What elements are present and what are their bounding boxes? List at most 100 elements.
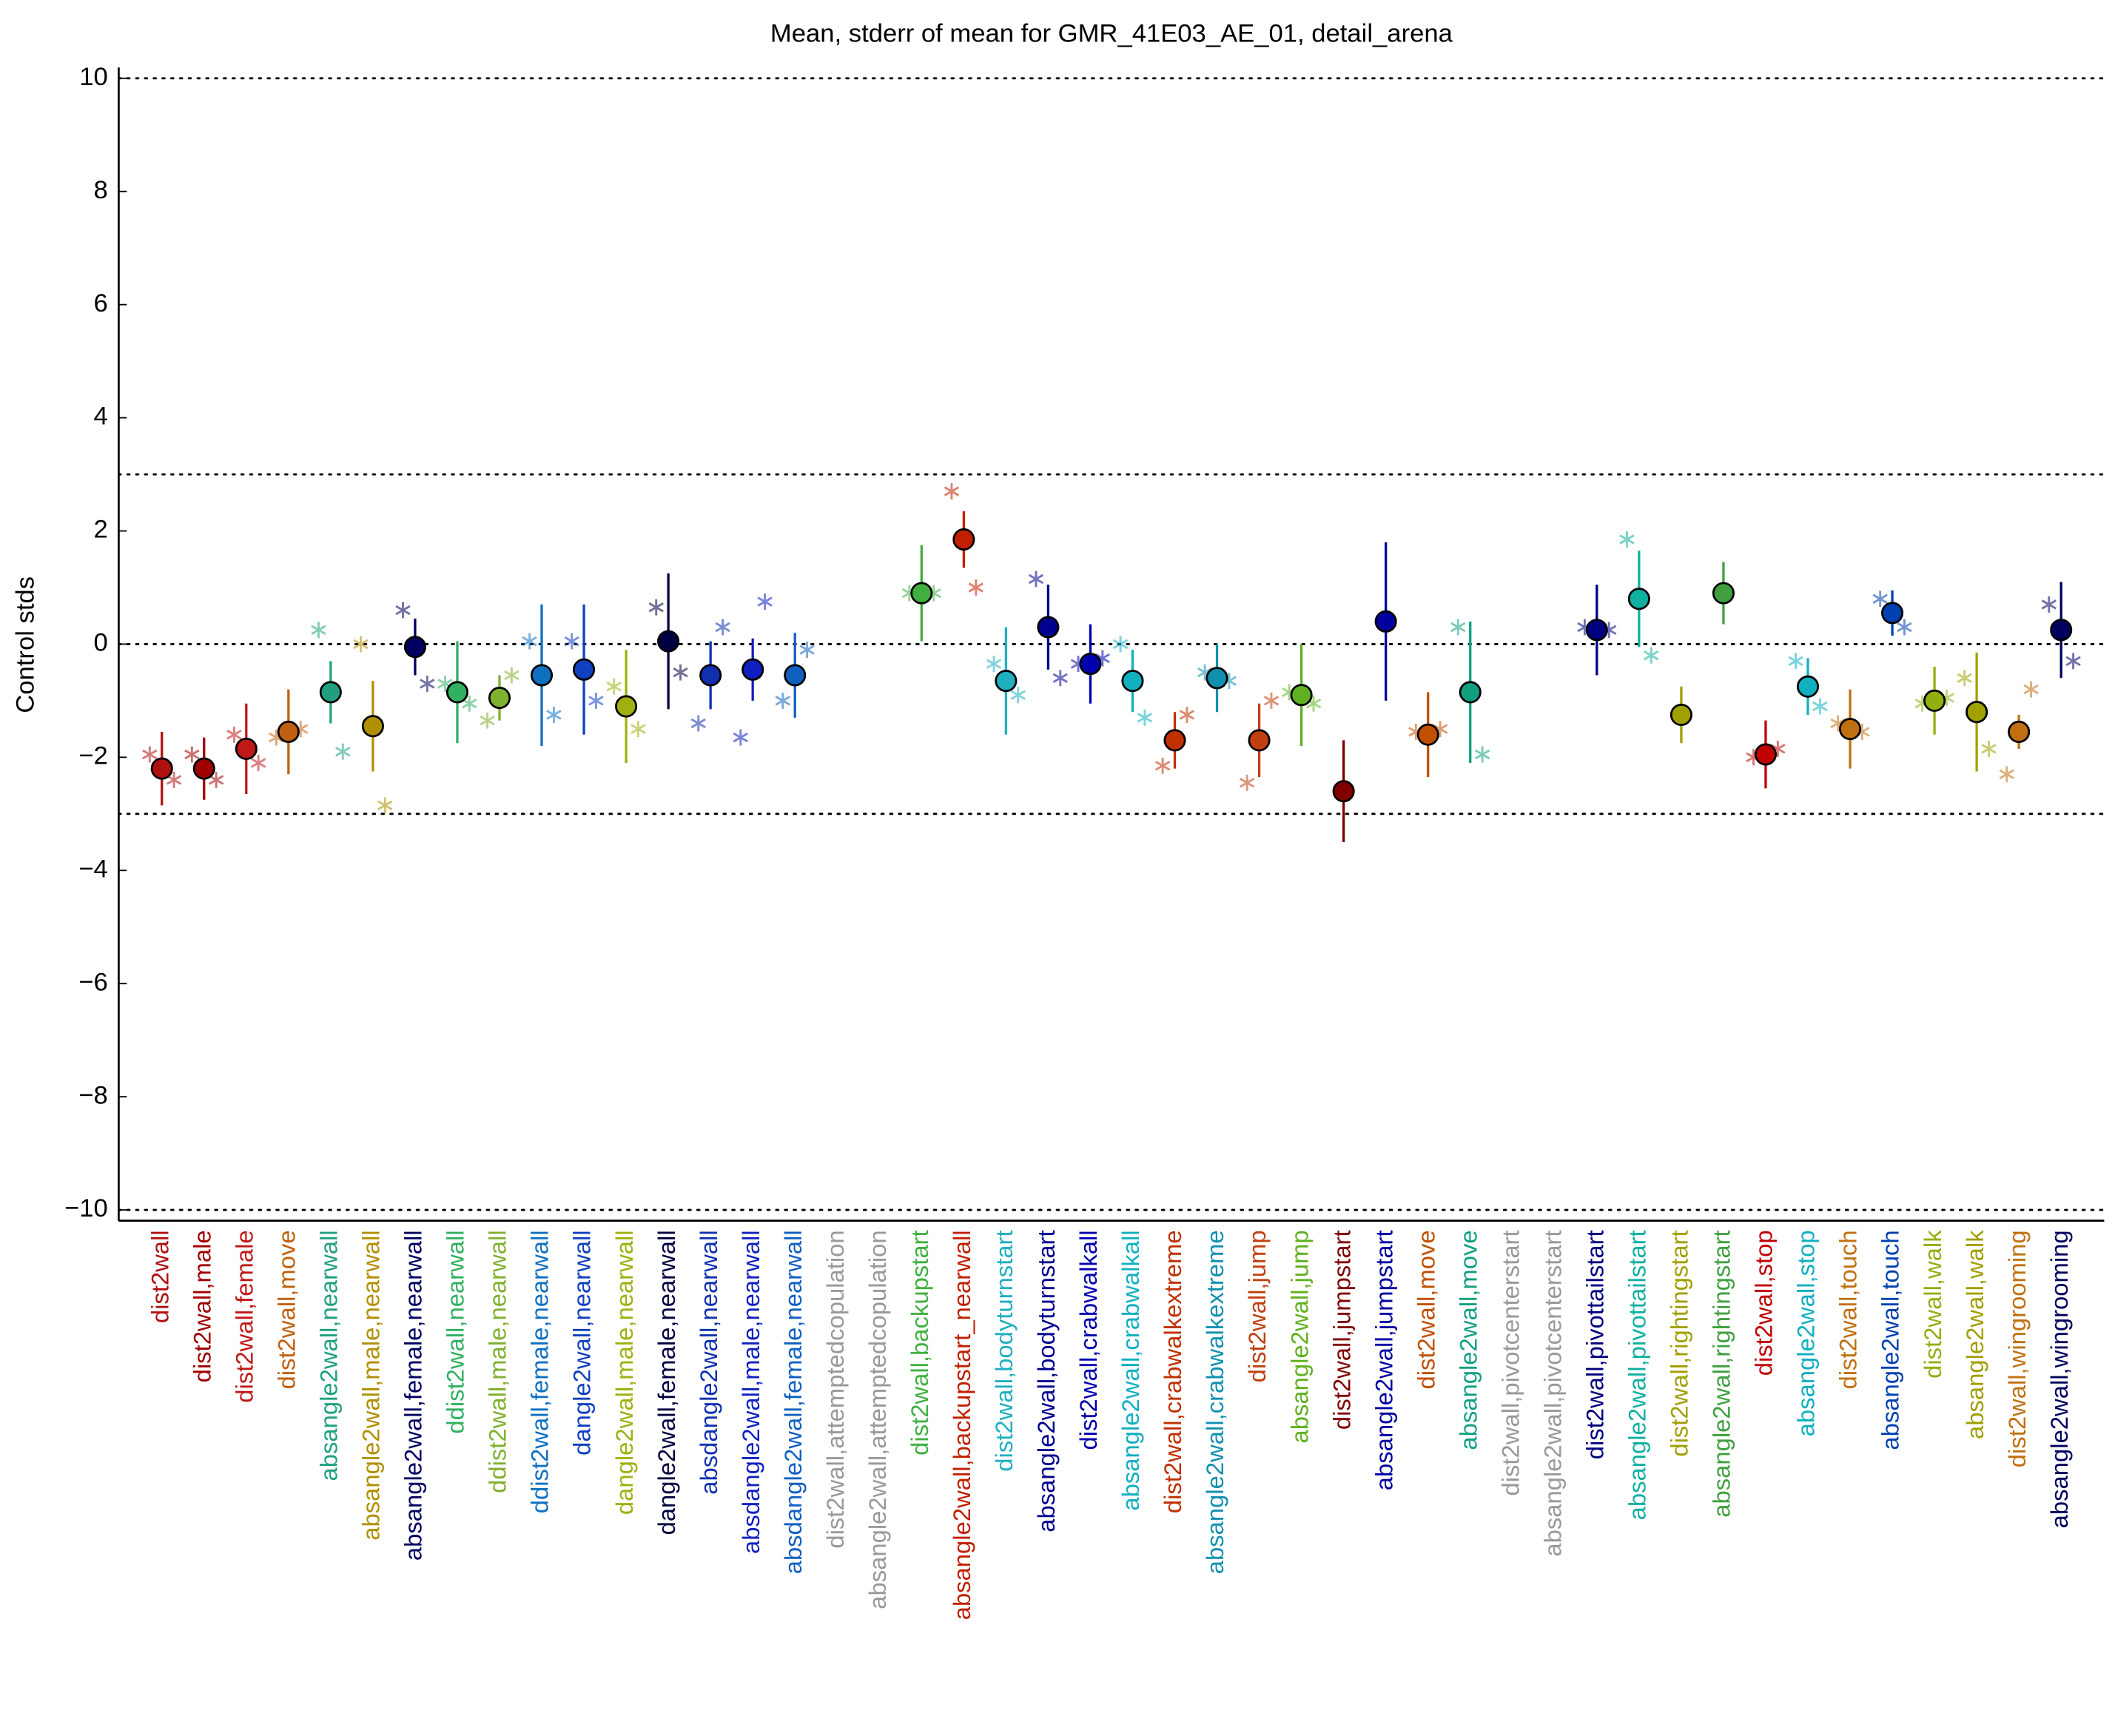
x-tick-label: absdangle2wall,male,nearwall [737,1230,764,1554]
x-tick-label: dist2wall,backupstart [906,1230,933,1455]
x-tick-label: absangle2wall,stop [1792,1230,1820,1436]
mean-marker [361,715,384,738]
x-tick-label: absangle2wall,nearwall [315,1230,343,1481]
asterisk [353,636,369,653]
asterisk [986,656,1002,673]
asterisk [1154,757,1171,774]
y-tick-label: 0 [94,629,108,657]
x-tick-label: absangle2wall,rightingstart [1708,1230,1735,1517]
x-tick-label: dist2wall,pivottailstart [1581,1230,1608,1459]
asterisk [1957,670,1972,687]
asterisk [715,619,730,636]
mean-marker [742,658,764,681]
x-tick-label: absangle2wall,walk [1961,1230,1988,1439]
asterisk [166,772,182,788]
asterisk [208,772,224,788]
x-tick-label: dist2wall,walk [1919,1230,1946,1379]
mean-marker [150,757,173,780]
mean-marker [952,528,975,551]
x-tick-label: dist2wall,stop [1750,1230,1778,1376]
y-tick-label: −6 [78,968,107,996]
x-tick-label: absangle2wall,attemptedcopulation [864,1230,891,1609]
x-tick-label: dist2wall,female [230,1230,258,1402]
x-tick-label: dist2wall,jump [1243,1230,1271,1382]
asterisk [546,707,562,723]
mean-marker [1796,675,1820,698]
x-tick-label: absdangle2wall,female,nearwall [779,1230,807,1574]
asterisk [504,667,519,684]
x-tick-label: absangle2wall,jump [1285,1230,1313,1443]
x-tick-label: dist2wall,touch [1835,1230,1862,1389]
asterisk [1010,687,1026,704]
asterisk [1644,647,1659,664]
asterisk [377,797,393,814]
asterisk [673,664,688,681]
x-tick-label: dangle2wall,female,nearwall [653,1230,680,1535]
mean-marker [995,670,1018,693]
mean-marker [1627,588,1650,610]
x-tick-label: absangle2wall,crabwalkall [1117,1230,1144,1510]
asterisk [184,746,200,763]
asterisk [631,721,646,738]
mean-marker [1585,619,1608,642]
asterisk [1052,670,1069,687]
x-tick-label: absangle2wall,pivotcenterstart [1539,1230,1566,1556]
y-tick-label: −8 [78,1081,107,1109]
mean-marker [488,687,511,710]
mean-marker [1670,703,1692,727]
mean-marker [403,636,426,659]
mean-marker [319,681,342,704]
asterisk [1112,636,1129,653]
x-tick-label: dist2wall,crabwalkall [1075,1230,1102,1450]
mean-marker [1416,723,1439,746]
asterisk [1179,707,1195,723]
mean-marker [1712,582,1735,605]
asterisk [1999,766,2014,783]
asterisk [226,726,242,743]
asterisk [522,633,537,650]
x-tick-label: absangle2wall,wingrooming [2045,1230,2073,1528]
mean-marker [910,582,933,605]
asterisk [1897,619,1912,636]
mean-marker [530,664,554,687]
x-tick-label: ddist2wall,male,nearwall [484,1230,511,1493]
asterisk [1474,746,1490,763]
x-tick-label: absangle2wall,move [1454,1230,1482,1450]
y-tick-label: 6 [94,289,108,317]
x-tick-label: dist2wall,crabwalkextreme [1159,1230,1186,1513]
asterisk [733,729,748,746]
mean-marker [2050,619,2073,642]
x-tick-label: dangle2wall,male,nearwall [611,1230,638,1515]
mean-marker [192,757,215,780]
asterisk [395,602,411,619]
x-tick-label: absangle2wall,pivottailstart [1624,1230,1651,1520]
asterisk [1239,774,1255,791]
mean-marker [615,695,638,718]
asterisk [606,678,622,695]
mean-marker [1459,681,1482,704]
asterisk [1981,740,1997,757]
x-tick-label: absangle2wall,jumpstart [1370,1230,1397,1490]
x-tick-label: absangle2wall,crabwalkextreme [1201,1230,1228,1574]
y-tick-label: 8 [94,176,108,204]
asterisk [690,715,706,732]
mean-marker [1290,684,1313,707]
asterisk [1619,531,1635,548]
asterisk [2065,653,2081,670]
asterisk [799,642,815,659]
mean-marker [1121,670,1144,693]
mean-marker [1079,653,1102,676]
x-tick-label: dist2wall [146,1230,173,1323]
asterisk [1788,653,1803,670]
mean-marker [445,681,468,704]
x-tick-label: dist2wall,move [272,1230,300,1389]
mean-marker [699,664,722,687]
mean-marker [657,630,680,653]
asterisk [648,599,664,616]
mean-marker [2008,720,2031,743]
asterisk [1812,698,1828,715]
asterisk [1263,692,1280,709]
x-tick-label: absdangle2wall,nearwall [695,1230,722,1494]
y-tick-label: −10 [64,1194,108,1222]
